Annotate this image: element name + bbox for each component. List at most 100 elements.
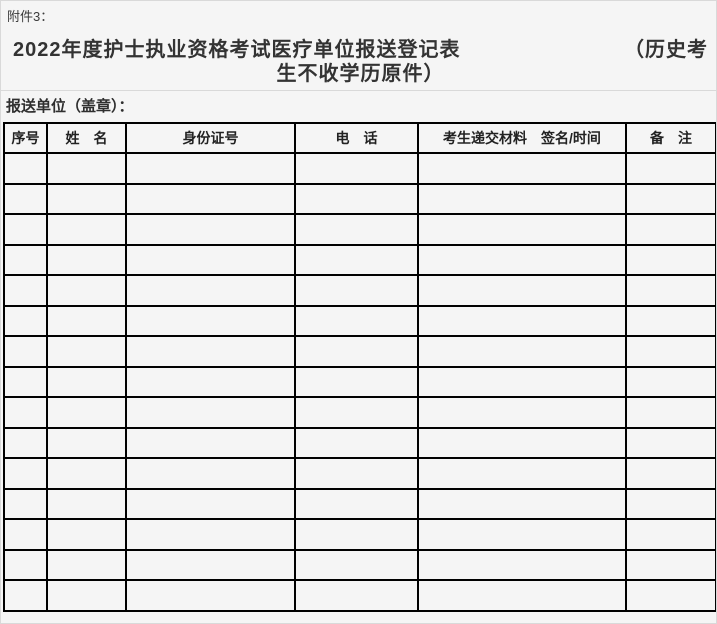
table-cell: [125, 304, 296, 337]
table-cell: [417, 152, 627, 185]
table-row: [3, 487, 716, 520]
form-title-main: 2022年度护士执业资格考试医疗单位报送登记表: [13, 39, 461, 61]
table-row: [3, 548, 716, 581]
table-cell: [3, 518, 48, 551]
submitting-unit-label: 报送单位（盖章）：: [6, 98, 134, 115]
registration-table: 序号 姓 名 身份证号 电 话 考生递交材料 签名/时间 备 注: [3, 122, 716, 612]
table-cell: [125, 274, 296, 307]
table-cell: [294, 243, 419, 276]
table-cell: [3, 457, 48, 490]
table-cell: [46, 335, 127, 368]
table-cell: [3, 243, 48, 276]
table-cell: [417, 335, 627, 368]
table-row: [3, 365, 716, 398]
table-cell: [125, 426, 296, 459]
table-cell: [46, 365, 127, 398]
table-cell: [294, 365, 419, 398]
table-cell: [3, 426, 48, 459]
table-cell: [294, 487, 419, 520]
table-cell: [46, 182, 127, 215]
table-cell: [417, 274, 627, 307]
table-cell: [46, 213, 127, 246]
table-cell: [125, 243, 296, 276]
table-body: [3, 152, 716, 612]
table-cell: [294, 457, 419, 490]
table-cell: [125, 518, 296, 551]
table-cell: [417, 548, 627, 581]
table-row: [3, 274, 716, 307]
table-row: [3, 579, 716, 612]
table-cell: [417, 365, 627, 398]
table-cell: [3, 335, 48, 368]
table-cell: [625, 396, 716, 429]
table-cell: [417, 396, 627, 429]
table-cell: [625, 274, 716, 307]
table-row: [3, 335, 716, 368]
column-header-seq: 序号: [3, 122, 48, 154]
table-cell: [46, 518, 127, 551]
table-row: [3, 457, 716, 490]
table-cell: [3, 152, 48, 185]
table-cell: [625, 243, 716, 276]
table-cell: [125, 457, 296, 490]
table-cell: [417, 579, 627, 612]
table-cell: [417, 518, 627, 551]
table-cell: [625, 182, 716, 215]
table-cell: [125, 335, 296, 368]
table-cell: [125, 365, 296, 398]
table-cell: [46, 243, 127, 276]
table-cell: [3, 396, 48, 429]
table-cell: [294, 304, 419, 337]
table-cell: [417, 182, 627, 215]
table-cell: [46, 396, 127, 429]
column-header-name: 姓 名: [46, 122, 127, 154]
form-title: 2022年度护士执业资格考试医疗单位报送登记表 （历史考 生不收学历原件）: [1, 38, 716, 86]
table-cell: [125, 487, 296, 520]
table-row: [3, 304, 716, 337]
table-cell: [294, 426, 419, 459]
table-cell: [125, 213, 296, 246]
table-cell: [125, 396, 296, 429]
table-cell: [46, 579, 127, 612]
table-cell: [417, 457, 627, 490]
table-cell: [294, 274, 419, 307]
table-cell: [417, 304, 627, 337]
table-cell: [625, 457, 716, 490]
form-title-note-end: 生不收学历原件）: [276, 63, 445, 85]
table-row: [3, 152, 716, 185]
table-row: [3, 426, 716, 459]
table-cell: [294, 213, 419, 246]
column-header-remarks: 备 注: [625, 122, 716, 154]
table-cell: [125, 579, 296, 612]
table-cell: [125, 182, 296, 215]
table-cell: [3, 365, 48, 398]
table-cell: [46, 426, 127, 459]
table-cell: [294, 548, 419, 581]
table-cell: [625, 548, 716, 581]
table-cell: [625, 426, 716, 459]
table-row: [3, 243, 716, 276]
table-cell: [46, 487, 127, 520]
attachment-label: 附件3：: [7, 9, 54, 24]
table-cell: [3, 487, 48, 520]
table-cell: [625, 152, 716, 185]
table-cell: [46, 548, 127, 581]
table-cell: [625, 335, 716, 368]
form-title-line1: 2022年度护士执业资格考试医疗单位报送登记表 （历史考: [13, 38, 708, 62]
table-cell: [125, 152, 296, 185]
column-header-id-number: 身份证号: [125, 122, 296, 154]
table-cell: [625, 213, 716, 246]
table-cell: [625, 579, 716, 612]
table-row: [3, 396, 716, 429]
table-row: [3, 182, 716, 215]
column-header-signature-time: 考生递交材料 签名/时间: [417, 122, 627, 154]
table-cell: [46, 304, 127, 337]
column-header-phone: 电 话: [294, 122, 419, 154]
table-cell: [625, 365, 716, 398]
table-cell: [46, 152, 127, 185]
table-cell: [3, 579, 48, 612]
table-cell: [3, 304, 48, 337]
table-cell: [417, 426, 627, 459]
table-cell: [625, 518, 716, 551]
table-header-row: 序号 姓 名 身份证号 电 话 考生递交材料 签名/时间 备 注: [3, 122, 716, 154]
